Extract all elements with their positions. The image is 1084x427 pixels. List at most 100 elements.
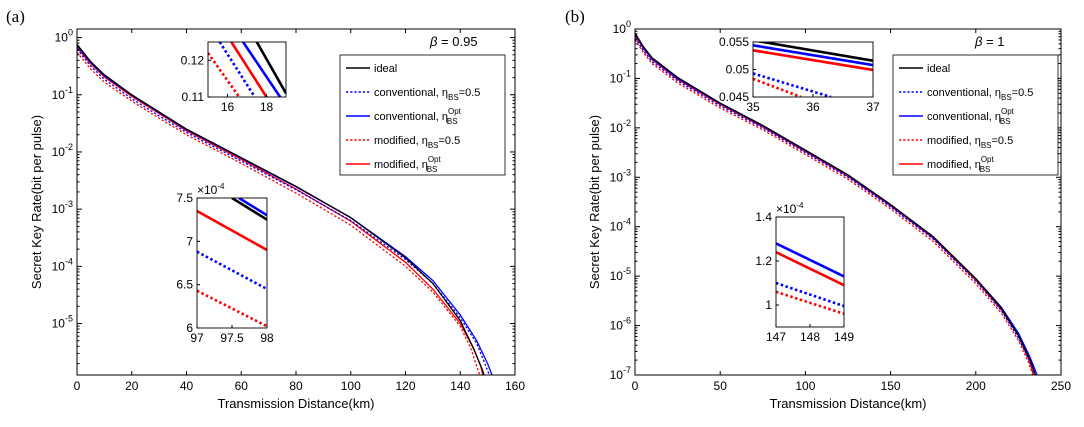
x-tick-label: 80 <box>289 379 303 393</box>
inset-y-tick-label: 1 <box>765 298 772 312</box>
series-line <box>635 39 1034 375</box>
inset-line <box>776 242 844 278</box>
inset-y-tick-label: 0.11 <box>182 90 205 104</box>
inset-x-tick-label: 148 <box>800 330 820 344</box>
beta-annotation: β = 1 <box>974 34 1004 49</box>
y-tick-label: 10-1 <box>52 85 73 102</box>
inset-y-tick-label: 7 <box>186 234 193 248</box>
y-tick-base: 10 <box>55 31 69 45</box>
inset-line <box>208 52 241 97</box>
y-tick-base: 10 <box>52 317 66 331</box>
chart-panel-a: (a)0 20 40 60 80 100 120 140 16010010-110-210-31… <box>6 7 525 411</box>
inset-y-tick-label: 0.045 <box>719 90 749 104</box>
y-tick-exp: 0 <box>68 28 73 38</box>
y-tick-label: 10-2 <box>52 142 73 159</box>
legend-label: modified, ηOpt BS <box>927 155 994 174</box>
y-tick-exp: -1 <box>65 85 73 95</box>
legend-suffix: =0.5 <box>1012 87 1034 99</box>
inset-line <box>755 42 873 62</box>
inset-line <box>776 290 844 316</box>
legend-label: conventional, ηOpt BS <box>927 107 1015 126</box>
x-tick-label: 100 <box>795 379 815 393</box>
legend-sub: BS <box>448 93 459 102</box>
y-axis-label: Secret Key Rate(bit per pulse) <box>29 115 44 289</box>
y-tick-base: 10 <box>610 269 624 283</box>
inset-0: 35 36 37 0.045 0.05 0.055 <box>719 35 880 114</box>
y-tick-base: 10 <box>613 22 627 36</box>
series-group <box>635 32 1038 375</box>
legend-label: ideal <box>374 63 397 75</box>
y-tick-label: 10-4 <box>52 256 73 273</box>
inset-y-tick-label: 7.5 <box>176 191 193 205</box>
legend-label: modified, ηOpt BS <box>374 155 441 174</box>
inset-1: 147 148 149 1 1.2 1.4 ×10-4 <box>755 201 854 344</box>
legend-label: conventional, ηBS=0.5 <box>374 87 480 102</box>
x-tick-label: 20 <box>125 379 139 393</box>
x-tick-label: 0 <box>632 379 639 393</box>
legend-sup: Opt <box>981 155 995 164</box>
inset-y-tick-label: 0.12 <box>181 53 205 67</box>
chart-panel-b: (b)0 50 100 150 200 25010010-110-210-310-410-… <box>565 7 1071 411</box>
y-tick-label: 10-7 <box>610 365 631 382</box>
y-tick-label: 10-2 <box>610 118 631 135</box>
y-tick-label: 10-6 <box>610 316 631 333</box>
y-tick-label: 100 <box>55 28 73 45</box>
legend-name: conventional, η <box>927 87 1001 99</box>
y-tick-base: 10 <box>610 220 624 234</box>
inset-y-tick-label: 0.05 <box>726 63 750 77</box>
legend-name: conventional, η <box>374 87 448 99</box>
series-line <box>77 51 481 375</box>
inset-line <box>255 42 286 94</box>
legend-label: modified, ηBS=0.5 <box>374 135 460 150</box>
series-line <box>77 48 490 375</box>
x-tick-label: 0 <box>74 379 81 393</box>
inset-line <box>238 198 267 217</box>
y-tick-base: 10 <box>610 368 624 382</box>
legend-label: modified, ηBS=0.5 <box>927 135 1013 150</box>
x-tick-label: 250 <box>1051 379 1071 393</box>
legend-name: modified, η <box>927 159 981 171</box>
series-line <box>635 37 1036 375</box>
y-tick-exp: -5 <box>65 314 73 324</box>
x-tick-label: 120 <box>395 379 415 393</box>
inset-x-tick-label: 35 <box>746 100 760 114</box>
panel-label: (b) <box>565 7 585 26</box>
inset-line <box>230 42 268 97</box>
y-tick-base: 10 <box>52 259 66 273</box>
legend-sub: BS <box>447 117 458 126</box>
y-tick-exp: -2 <box>65 142 73 152</box>
y-tick-base: 10 <box>610 319 624 333</box>
legend-sub: BS <box>1000 117 1011 126</box>
series-group <box>77 43 493 375</box>
inset-exp-base: ×10 <box>776 202 797 216</box>
inset-x-tick-label: 18 <box>260 100 274 114</box>
legend-name: conventional, η <box>927 111 1001 123</box>
inset-line <box>197 250 267 291</box>
x-tick-label: 140 <box>450 379 470 393</box>
legend-sub: BS <box>428 141 439 150</box>
x-tick-label: 150 <box>881 379 901 393</box>
inset-exp-power: -4 <box>217 182 225 191</box>
inset-y-exponent: ×10-4 <box>197 182 225 197</box>
inset-line <box>242 42 282 97</box>
inset-exp-power: -4 <box>796 201 804 210</box>
inset-line <box>197 289 267 328</box>
x-tick-label: 100 <box>341 379 361 393</box>
legend-box <box>892 54 1059 176</box>
inset-x-tick-label: 16 <box>221 100 235 114</box>
y-tick-exp: -5 <box>623 266 631 276</box>
beta-value: = 0.95 <box>437 34 477 49</box>
y-tick-exp: -4 <box>65 256 73 266</box>
y-tick-exp: -7 <box>623 365 631 375</box>
inset-y-tick-label: 6 <box>186 321 193 335</box>
inset-frame <box>207 41 287 98</box>
legend-sup: Opt <box>448 107 462 116</box>
legend-sub: BS <box>427 165 438 174</box>
y-tick-exp: -2 <box>623 118 631 128</box>
inset-x-tick-label: 97.5 <box>220 331 244 345</box>
x-tick-label: 200 <box>966 379 986 393</box>
inset-background <box>197 198 267 328</box>
inset-x-tick-label: 149 <box>834 330 854 344</box>
inset-line <box>753 44 873 67</box>
